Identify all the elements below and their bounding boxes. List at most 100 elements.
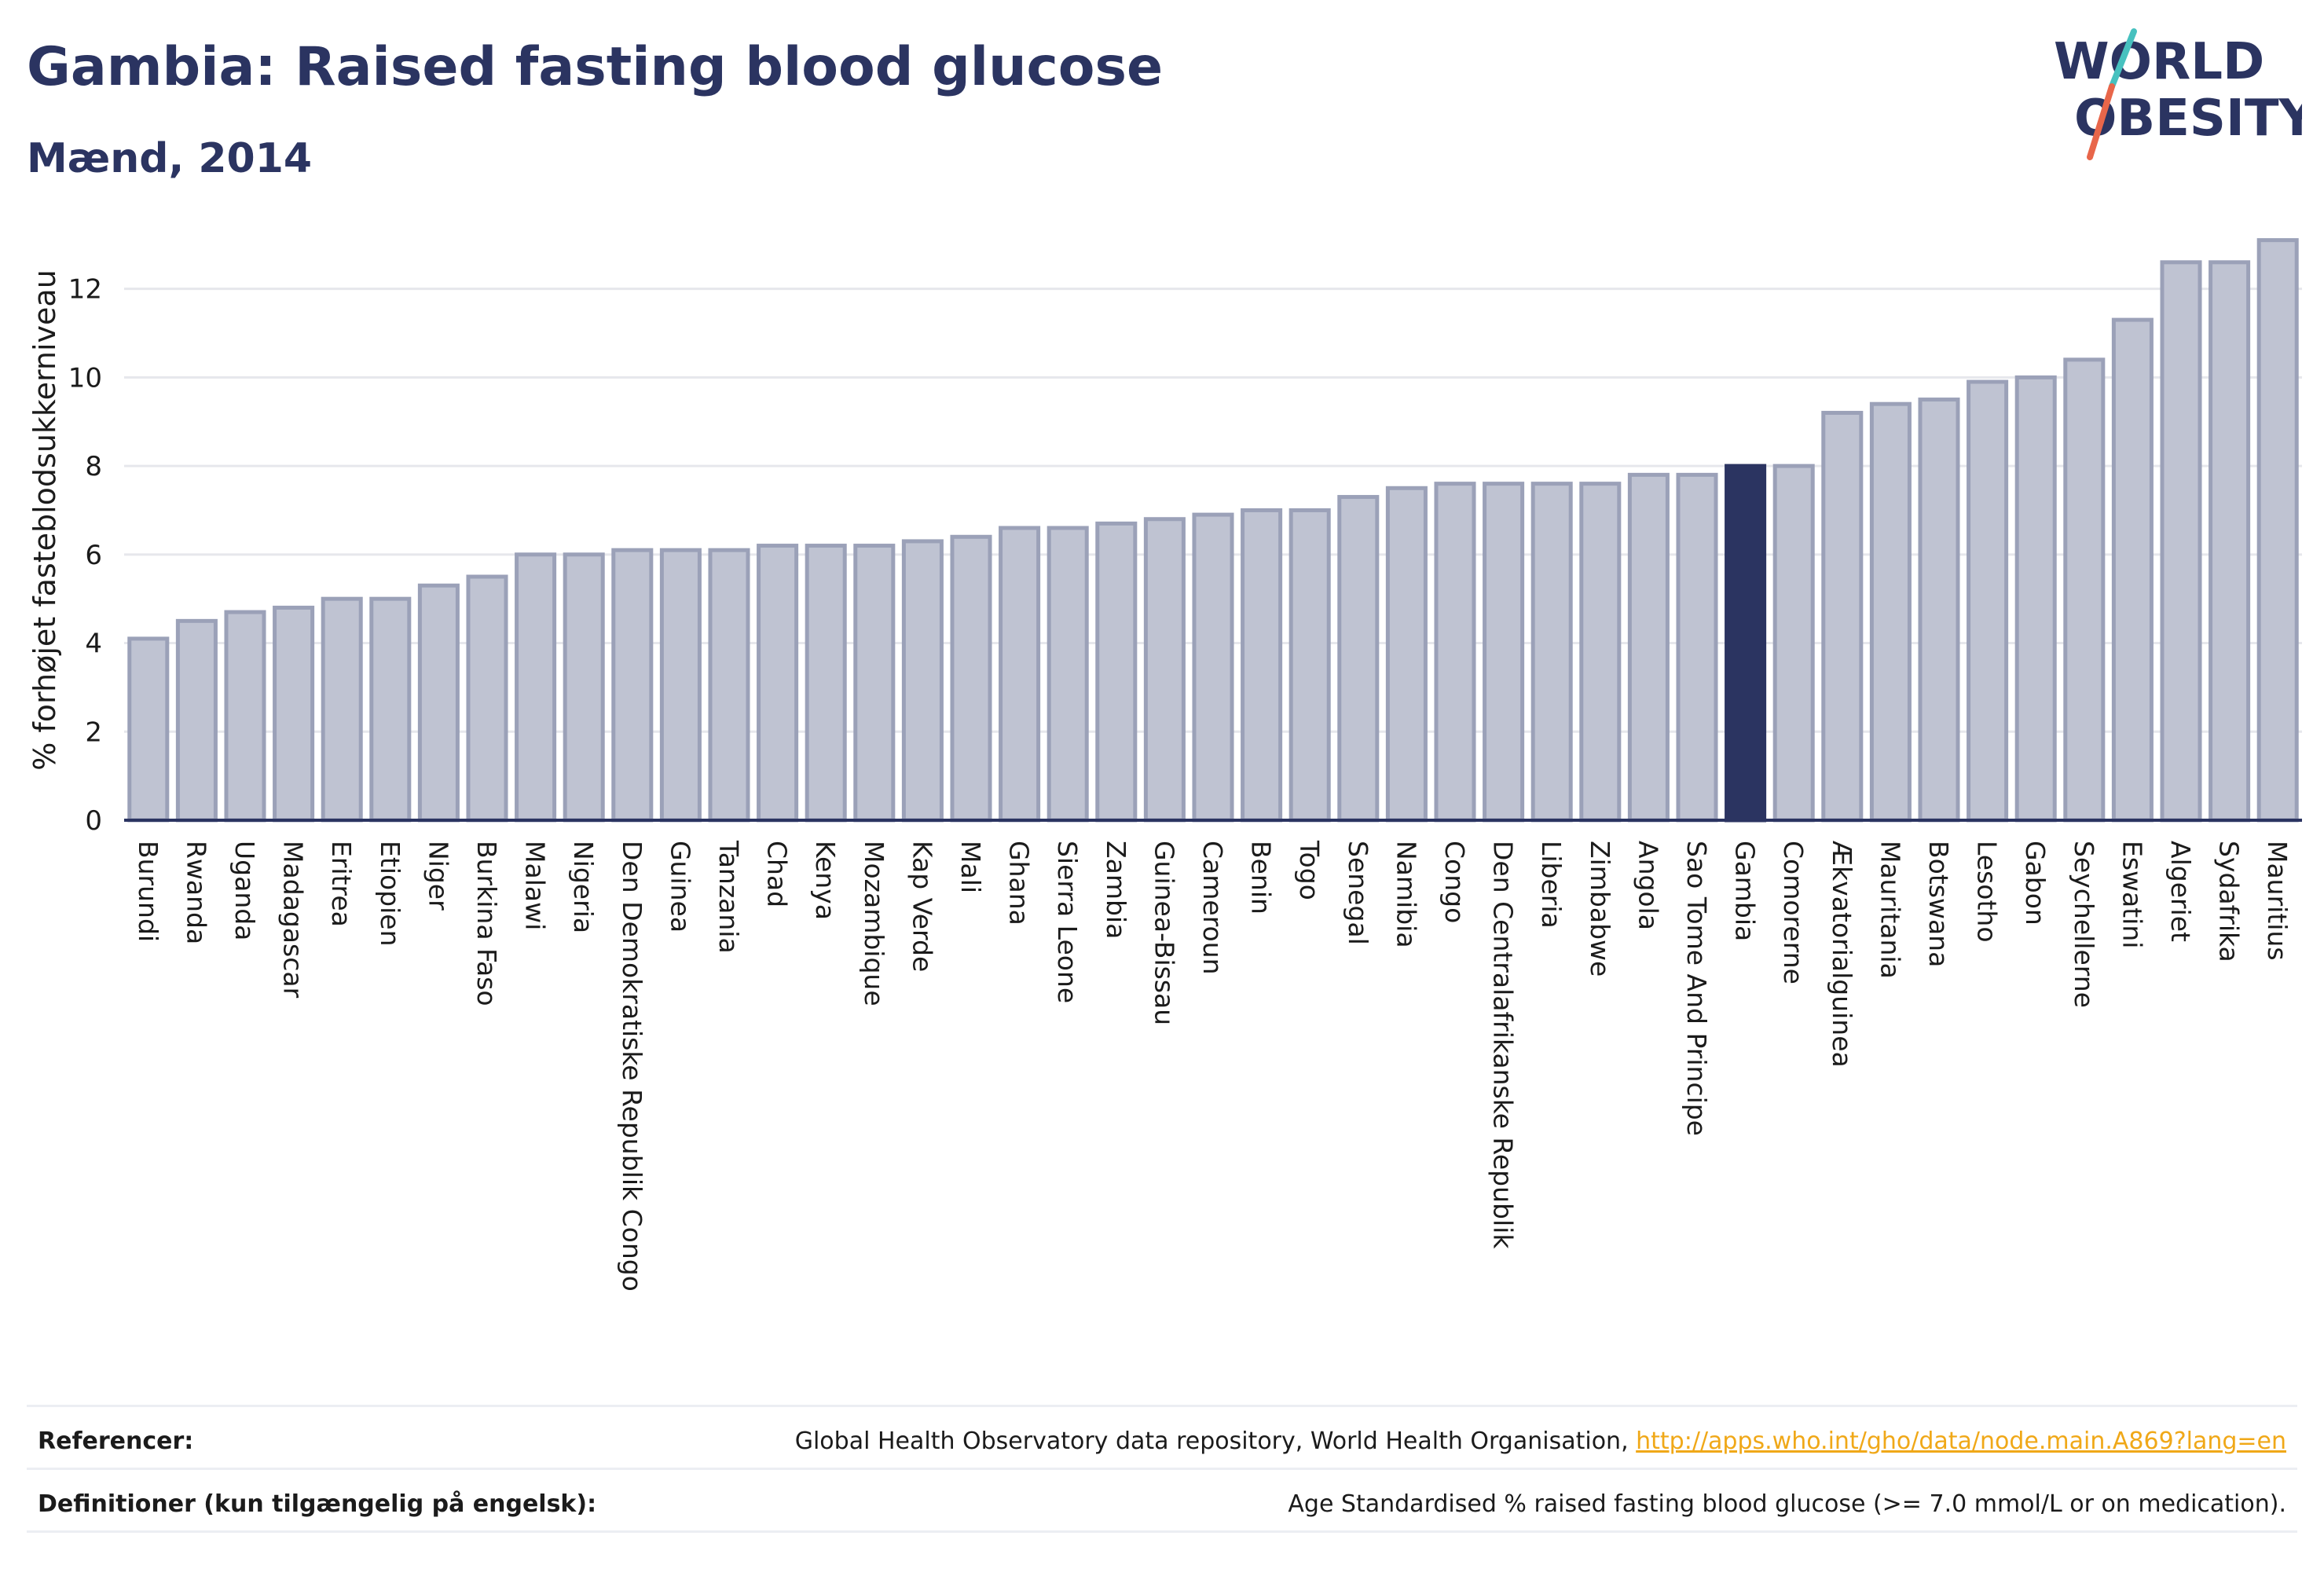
bar[interactable] bbox=[1530, 482, 1573, 823]
x-tick-label: Burundi bbox=[133, 841, 163, 942]
x-tick-label: Sydafrika bbox=[2214, 841, 2245, 962]
x-tick-label: Guinea-Bissau bbox=[1149, 841, 1179, 1025]
bar[interactable] bbox=[805, 544, 847, 823]
definitions-row: Definitioner (kun tilgængelig på engelsk… bbox=[27, 1468, 2297, 1533]
bar[interactable] bbox=[321, 596, 363, 823]
chart-subtitle: Mænd, 2014 bbox=[27, 135, 313, 182]
bar[interactable] bbox=[1337, 495, 1380, 823]
bar[interactable] bbox=[1967, 379, 2009, 823]
references-value: Global Health Observatory data repositor… bbox=[795, 1428, 2286, 1455]
x-tick-label: Benin bbox=[1246, 841, 1277, 914]
x-tick-label: Niger bbox=[423, 841, 453, 911]
x-tick-label: Malawi bbox=[520, 841, 551, 930]
x-tick-label: Namibia bbox=[1391, 841, 1421, 948]
y-axis-label: % forhøjet fasteblodsukkerniveau bbox=[27, 269, 62, 771]
bar[interactable] bbox=[1095, 521, 1138, 823]
bar[interactable] bbox=[1143, 517, 1186, 823]
x-tick-label: Gabon bbox=[2020, 841, 2051, 925]
references-link[interactable]: http://apps.who.int/gho/data/node.main.A… bbox=[1636, 1428, 2286, 1455]
bar[interactable] bbox=[1821, 410, 1864, 823]
y-tick-label: 8 bbox=[85, 451, 102, 482]
bar[interactable] bbox=[515, 552, 557, 823]
bar[interactable] bbox=[1918, 398, 1960, 823]
bar[interactable] bbox=[659, 548, 702, 823]
bar[interactable] bbox=[2160, 260, 2202, 823]
bar[interactable] bbox=[1288, 508, 1331, 823]
x-tick-label: Zambia bbox=[1101, 841, 1131, 939]
bar[interactable] bbox=[853, 544, 896, 823]
x-tick-label: Mauritania bbox=[1875, 841, 1905, 979]
bar[interactable] bbox=[2256, 238, 2299, 823]
logo-line1: WORLD bbox=[2054, 33, 2264, 91]
x-tick-label: Botswana bbox=[1923, 841, 1954, 967]
x-tick-label: Uganda bbox=[229, 841, 260, 940]
x-tick-label: Algeriet bbox=[2165, 841, 2196, 942]
bar[interactable] bbox=[1047, 526, 1089, 823]
bar[interactable] bbox=[1241, 508, 1283, 823]
bar[interactable] bbox=[1192, 512, 1234, 823]
bar[interactable] bbox=[1483, 482, 1525, 823]
world-obesity-logo[interactable]: WORLD OBESITY bbox=[2043, 24, 2302, 165]
bar[interactable] bbox=[1869, 401, 1912, 823]
x-tick-label: Chad bbox=[762, 841, 793, 907]
logo-line2: OBESITY bbox=[2074, 90, 2302, 148]
x-tick-label: Madagascar bbox=[278, 841, 309, 999]
x-tick-label: Den Demokratiske Republik Congo bbox=[617, 841, 647, 1292]
bar[interactable] bbox=[611, 548, 654, 823]
y-tick-label: 12 bbox=[68, 274, 102, 306]
x-tick-label: Comorerne bbox=[1778, 841, 1809, 984]
bar[interactable] bbox=[2209, 260, 2251, 823]
chart-title: Gambia: Raised fasting blood glucose bbox=[27, 36, 1164, 98]
x-tick-label: Mozambique bbox=[859, 841, 889, 1006]
x-tick-label: Guinea bbox=[665, 841, 695, 933]
x-tick-label: Etiopien bbox=[375, 841, 405, 946]
bar-highlighted[interactable] bbox=[1725, 464, 1767, 823]
x-tick-label: Cameroun bbox=[1197, 841, 1228, 975]
bar[interactable] bbox=[2111, 317, 2154, 823]
y-tick-label: 0 bbox=[85, 805, 102, 837]
bar[interactable] bbox=[1627, 472, 1670, 823]
x-tick-label: Seychellerne bbox=[2069, 841, 2099, 1008]
bar[interactable] bbox=[2063, 357, 2106, 823]
bar[interactable] bbox=[1772, 464, 1815, 823]
definitions-label: Definitioner (kun tilgængelig på engelsk… bbox=[38, 1490, 597, 1518]
x-tick-label: Rwanda bbox=[181, 841, 211, 944]
bar[interactable] bbox=[1676, 472, 1718, 823]
y-tick-label: 2 bbox=[85, 717, 102, 748]
x-tick-label: Nigeria bbox=[568, 841, 599, 933]
definitions-value: Age Standardised % raised fasting blood … bbox=[1288, 1490, 2286, 1518]
bar[interactable] bbox=[127, 636, 170, 823]
x-tick-label: Sierra Leone bbox=[1052, 841, 1083, 1003]
x-tick-label: Kap Verde bbox=[907, 841, 937, 972]
x-tick-label: Lesotho bbox=[1972, 841, 2003, 943]
references-text: Global Health Observatory data repositor… bbox=[794, 1428, 1637, 1455]
bars bbox=[127, 238, 2299, 823]
bar[interactable] bbox=[466, 574, 508, 823]
bar[interactable] bbox=[757, 544, 799, 823]
x-tick-label: Togo bbox=[1294, 840, 1325, 900]
x-tick-label: Burkina Faso bbox=[471, 841, 502, 1006]
bar[interactable] bbox=[563, 552, 605, 823]
x-tick-label: Kenya bbox=[810, 841, 841, 920]
bar[interactable] bbox=[273, 605, 315, 823]
logo-slash-coral bbox=[2087, 83, 2115, 160]
bar[interactable] bbox=[224, 610, 266, 823]
y-tick-label: 4 bbox=[85, 629, 102, 660]
x-tick-label: Tanzania bbox=[713, 840, 744, 954]
bar[interactable] bbox=[950, 534, 992, 823]
axes: 0 2 4 6 8 10 12 bbox=[68, 274, 2302, 837]
bar[interactable] bbox=[369, 596, 412, 823]
bar[interactable] bbox=[999, 526, 1041, 823]
y-tick-label: 10 bbox=[68, 362, 102, 394]
references-label: Referencer: bbox=[38, 1428, 194, 1455]
x-tick-label: Eswatini bbox=[2117, 841, 2147, 948]
x-tick-label: Ghana bbox=[1004, 841, 1035, 925]
bar[interactable] bbox=[901, 539, 944, 823]
bar[interactable] bbox=[708, 548, 750, 823]
bar[interactable] bbox=[1434, 482, 1476, 823]
bar[interactable] bbox=[2014, 375, 2057, 823]
bar[interactable] bbox=[417, 583, 460, 823]
bar[interactable] bbox=[1579, 482, 1622, 823]
bar[interactable] bbox=[1385, 486, 1428, 823]
bar[interactable] bbox=[175, 618, 218, 823]
